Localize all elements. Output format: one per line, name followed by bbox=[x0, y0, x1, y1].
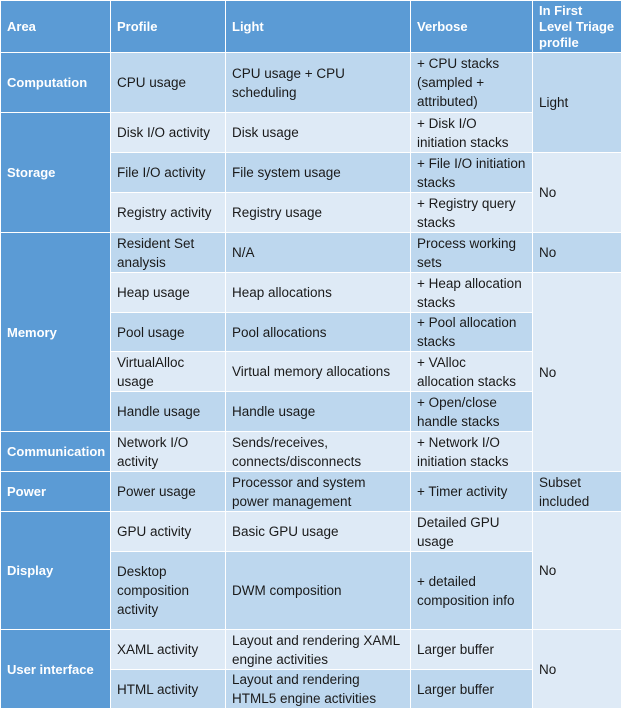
profile-cell: Desktop composition activity bbox=[111, 552, 226, 630]
verbose-cell: + File I/O initiation stacks bbox=[411, 153, 533, 193]
light-cell: Disk usage bbox=[226, 113, 411, 153]
area-cell: Memory bbox=[1, 233, 111, 432]
light-cell: Pool allocations bbox=[226, 313, 411, 352]
verbose-cell: + Heap allocation stacks bbox=[411, 273, 533, 313]
header-cell: Light bbox=[226, 1, 411, 53]
triage-cell: Light bbox=[533, 53, 621, 153]
triage-cell: No bbox=[533, 233, 621, 273]
verbose-cell: + Disk I/O initiation stacks bbox=[411, 113, 533, 153]
profile-cell: Pool usage bbox=[111, 313, 226, 352]
verbose-cell: + Timer activity bbox=[411, 472, 533, 512]
light-cell: Handle usage bbox=[226, 392, 411, 432]
light-cell: Heap allocations bbox=[226, 273, 411, 313]
light-cell: Registry usage bbox=[226, 193, 411, 233]
profile-cell: Resident Set analysis bbox=[111, 233, 226, 273]
header-cell: In First Level Triage profile bbox=[533, 1, 621, 53]
profile-cell: Registry activity bbox=[111, 193, 226, 233]
profile-cell: Power usage bbox=[111, 472, 226, 512]
header-cell: Area bbox=[1, 1, 111, 53]
profile-cell: GPU activity bbox=[111, 512, 226, 552]
profile-cell: CPU usage bbox=[111, 53, 226, 113]
verbose-cell: + Pool allocation stacks bbox=[411, 313, 533, 352]
triage-cell: No bbox=[533, 153, 621, 233]
verbose-cell: + Network I/O initiation stacks bbox=[411, 432, 533, 472]
light-cell: Layout and rendering XAML engine activit… bbox=[226, 630, 411, 670]
profile-cell: Network I/O activity bbox=[111, 432, 226, 472]
light-cell: File system usage bbox=[226, 153, 411, 193]
light-cell: Basic GPU usage bbox=[226, 512, 411, 552]
profile-cell: Heap usage bbox=[111, 273, 226, 313]
triage-cell: No bbox=[533, 273, 621, 472]
verbose-cell: Process working sets bbox=[411, 233, 533, 273]
profile-cell: HTML activity bbox=[111, 670, 226, 709]
profile-cell: Disk I/O activity bbox=[111, 113, 226, 153]
area-cell: Communication bbox=[1, 432, 111, 472]
profile-cell: File I/O activity bbox=[111, 153, 226, 193]
verbose-cell: Larger buffer bbox=[411, 630, 533, 670]
profile-cell: XAML activity bbox=[111, 630, 226, 670]
verbose-cell: + Open/close handle stacks bbox=[411, 392, 533, 432]
area-cell: Storage bbox=[1, 113, 111, 233]
triage-cell: No bbox=[533, 630, 621, 709]
light-cell: N/A bbox=[226, 233, 411, 273]
profile-cell: Handle usage bbox=[111, 392, 226, 432]
profile-cell: VirtualAlloc usage bbox=[111, 352, 226, 392]
light-cell: Virtual memory allocations bbox=[226, 352, 411, 392]
triage-cell: No bbox=[533, 512, 621, 630]
verbose-cell: + Registry query stacks bbox=[411, 193, 533, 233]
triage-cell: Subset included bbox=[533, 472, 621, 512]
verbose-cell: + VAlloc allocation stacks bbox=[411, 352, 533, 392]
area-cell: User interface bbox=[1, 630, 111, 709]
verbose-cell: + CPU stacks (sampled + attributed) bbox=[411, 53, 533, 113]
area-cell: Display bbox=[1, 512, 111, 630]
header-cell: Profile bbox=[111, 1, 226, 53]
area-cell: Power bbox=[1, 472, 111, 512]
verbose-cell: Detailed GPU usage bbox=[411, 512, 533, 552]
light-cell: Sends/receives, connects/disconnects bbox=[226, 432, 411, 472]
verbose-cell: Larger buffer bbox=[411, 670, 533, 709]
light-cell: DWM composition bbox=[226, 552, 411, 630]
area-cell: Computation bbox=[1, 53, 111, 113]
light-cell: Processor and system power management bbox=[226, 472, 411, 512]
verbose-cell: + detailed composition info bbox=[411, 552, 533, 630]
header-cell: Verbose bbox=[411, 1, 533, 53]
light-cell: CPU usage + CPU scheduling bbox=[226, 53, 411, 113]
light-cell: Layout and rendering HTML5 engine activi… bbox=[226, 670, 411, 709]
